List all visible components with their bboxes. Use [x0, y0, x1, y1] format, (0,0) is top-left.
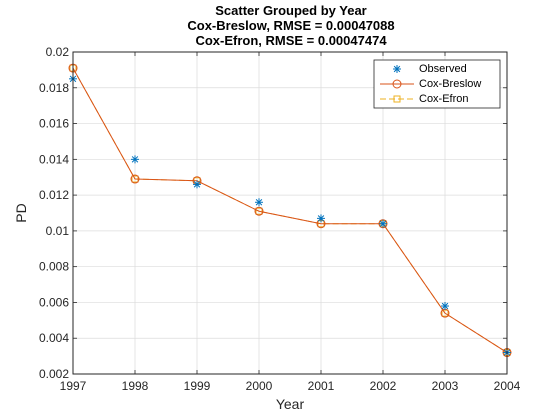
- title-line-3: Cox-Efron, RMSE = 0.00047474: [195, 33, 387, 48]
- y-tick-label: 0.004: [39, 331, 69, 345]
- legend-marker: [393, 95, 401, 103]
- x-axis-label: Year: [276, 396, 305, 412]
- y-tick-label: 0.012: [39, 188, 69, 202]
- y-tick-label: 0.016: [39, 117, 69, 131]
- series-line-cox-breslow: [72, 67, 508, 353]
- x-tick-label: 1998: [122, 379, 149, 393]
- legend-marker: [392, 79, 402, 89]
- point-observed: [317, 214, 325, 223]
- x-tick-label: 2002: [370, 379, 397, 393]
- chart-title: Scatter Grouped by Year Cox-Breslow, RMS…: [187, 3, 394, 48]
- y-tick-label: 0.002: [39, 367, 69, 381]
- point-cox-breslow: [254, 206, 264, 216]
- title-line-2: Cox-Breslow, RMSE = 0.00047088: [187, 18, 394, 33]
- point-cox-breslow: [130, 174, 140, 184]
- legend: Observed Cox-Breslow Cox-Efron: [373, 59, 501, 109]
- x-tick-label: 2000: [246, 379, 273, 393]
- legend-marker: [393, 65, 401, 73]
- y-tick-label: 0.006: [39, 295, 69, 309]
- point-observed: [379, 219, 387, 228]
- y-axis-label: PD: [13, 203, 29, 222]
- legend-label-cox-efron: Cox-Efron: [419, 93, 469, 105]
- point-cox-efron: [441, 309, 449, 317]
- y-tick-label: 0.02: [46, 45, 70, 59]
- point-observed: [441, 302, 449, 311]
- legend-swatch-cox-breslow: [380, 79, 414, 89]
- legend-swatch-observed: [393, 65, 401, 73]
- x-tick-label: 2001: [308, 379, 335, 393]
- legend-swatch-cox-efron: [380, 95, 414, 103]
- point-observed: [131, 155, 139, 164]
- axis-ticks: 1997 1998 1999 2000 2001 2002 2003 2004 0.002 0.0…: [39, 45, 521, 393]
- title-line-1: Scatter Grouped by Year: [215, 3, 367, 18]
- x-tick-label: 2004: [494, 379, 521, 393]
- x-tick-label: 2003: [432, 379, 459, 393]
- y-tick-label: 0.018: [39, 81, 69, 95]
- legend-label-observed: Observed: [419, 63, 467, 75]
- y-tick-label: 0.014: [39, 152, 69, 166]
- point-observed: [255, 198, 263, 207]
- x-tick-label: 1999: [184, 379, 211, 393]
- plot-frame: [72, 51, 508, 375]
- point-cox-efron: [255, 207, 263, 215]
- legend-label-cox-breslow: Cox-Breslow: [419, 78, 481, 90]
- y-tick-label: 0.01: [46, 224, 70, 238]
- point-observed: [193, 180, 201, 189]
- y-tick-label: 0.008: [39, 260, 69, 274]
- x-tick-label: 1997: [60, 379, 87, 393]
